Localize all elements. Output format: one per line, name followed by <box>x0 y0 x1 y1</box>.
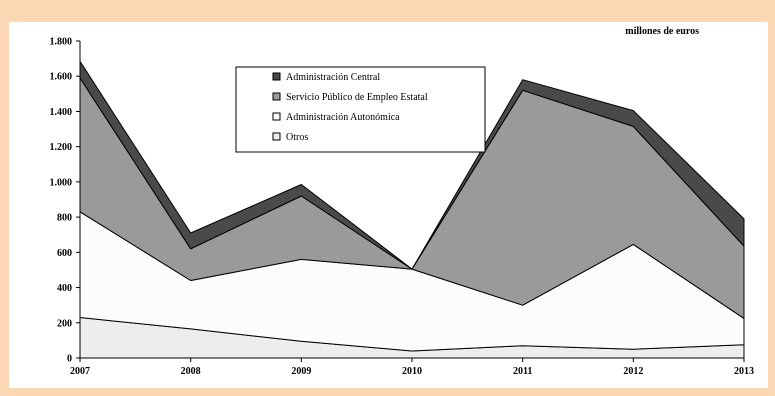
y-tick-label: 1.800 <box>50 37 73 48</box>
y-tick-label: 1.000 <box>50 177 73 188</box>
x-tick-label: 2012 <box>623 366 643 377</box>
x-tick-label: 2009 <box>291 366 311 377</box>
legend-label: Administración Central <box>286 72 380 83</box>
legend-swatch <box>272 112 281 121</box>
y-tick-label: 1.200 <box>50 142 73 153</box>
legend-label: Administración Autonómica <box>286 112 400 123</box>
unit-label: millones de euros <box>625 26 699 37</box>
legend-label: Otros <box>286 132 308 143</box>
y-tick-label: 200 <box>57 318 72 329</box>
x-axis-ticks: 2007 2008 2009 2010 2011 2012 2013 <box>70 358 754 377</box>
x-tick-label: 2013 <box>734 366 754 377</box>
y-tick-label: 1.600 <box>50 72 73 83</box>
x-tick-label: 2008 <box>181 366 201 377</box>
areas-layer <box>79 60 745 359</box>
x-tick-label: 2010 <box>402 366 422 377</box>
chart-panel: 0 200 400 600 800 1.000 1.200 1.400 1.600 1.800 2… <box>9 22 768 388</box>
legend-label: Servicio Público de Empleo Estatal <box>286 92 428 103</box>
legend-swatch <box>272 72 281 81</box>
y-tick-label: 600 <box>57 248 72 259</box>
legend-swatch <box>272 92 281 101</box>
x-tick-label: 2007 <box>70 366 90 377</box>
x-tick-label: 2011 <box>513 366 532 377</box>
y-axis-ticks: 0 200 400 600 800 1.000 1.200 1.400 1.600 1.800 <box>50 37 80 365</box>
legend-swatch <box>272 132 281 141</box>
y-tick-label: 1.400 <box>50 107 73 118</box>
y-tick-label: 400 <box>57 283 72 294</box>
y-tick-label: 0 <box>67 354 72 365</box>
area-administracion-central <box>79 60 745 270</box>
stacked-area-chart: 0 200 400 600 800 1.000 1.200 1.400 1.600 1.800 2… <box>50 26 755 377</box>
legend: Administración Central Servicio Público d… <box>235 66 486 153</box>
y-tick-label: 800 <box>57 213 72 224</box>
